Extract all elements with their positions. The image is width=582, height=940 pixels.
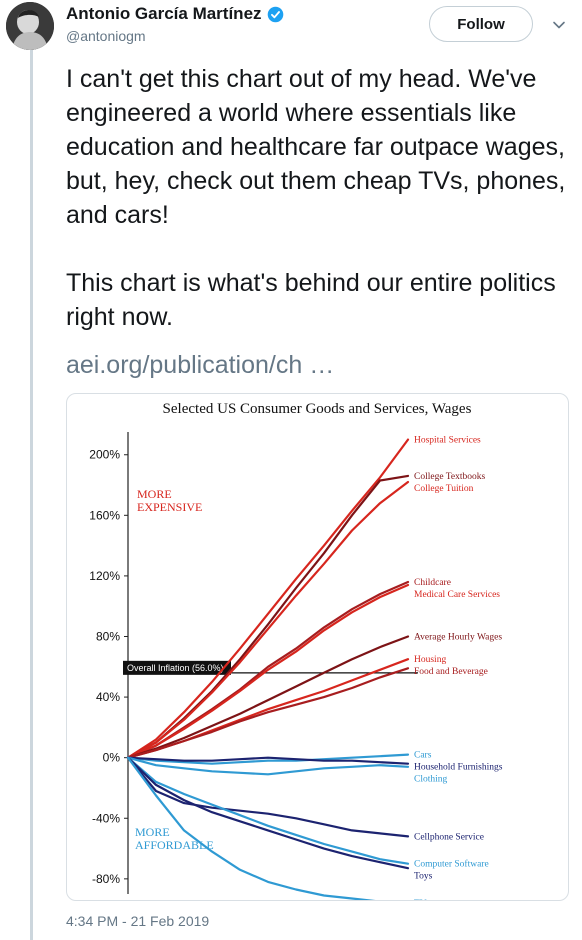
inflation-label: Overall Inflation (56.0%) (127, 663, 224, 673)
follow-button[interactable]: Follow (429, 6, 533, 42)
author-handle[interactable]: @antoniogm (66, 28, 146, 44)
series-line (126, 635, 410, 759)
y-tick-label: 120% (89, 569, 120, 583)
series-line (126, 756, 376, 900)
series-end-label: Toys (414, 872, 433, 882)
series-end-label: Average Hourly Wages (414, 632, 502, 642)
series-line (126, 756, 410, 838)
y-tick-label: 0% (103, 751, 121, 765)
series-end-label: Hospital Services (414, 436, 481, 446)
tweet-text: I can't get this chart out of my head. W… (66, 62, 566, 334)
chevron-down-icon[interactable] (552, 18, 566, 32)
more-expensive-label-line: EXPENSIVE (137, 500, 202, 514)
series-end-label: Medical Care Services (414, 590, 500, 600)
verified-badge-icon (267, 6, 283, 22)
avatar-portrait-icon (6, 2, 54, 50)
y-tick-label: -40% (92, 811, 120, 825)
more-expensive-label-line: MORE (137, 487, 172, 501)
article-link[interactable]: aei.org/publication/ch … (66, 351, 335, 379)
series-end-label: Food and Beverage (414, 667, 488, 677)
y-tick-label: 40% (96, 690, 120, 704)
series-end-label: Cellphone Service (414, 832, 484, 842)
series-end-label: Computer Software (414, 859, 489, 870)
series-end-label: College Tuition (414, 484, 474, 494)
y-tick-label: 80% (96, 629, 120, 643)
y-tick-label: 160% (89, 508, 120, 522)
series-line (126, 756, 410, 865)
series-line (126, 583, 410, 759)
more-affordable-label-line: AFFORDABLE (135, 838, 214, 852)
series-line (126, 438, 410, 759)
tweet-paragraph: I can't get this chart out of my head. W… (66, 65, 566, 229)
series-line (126, 480, 410, 759)
thread-connector-line (30, 48, 33, 940)
avatar[interactable] (6, 2, 54, 50)
series-line (126, 756, 410, 765)
tweet-timestamp[interactable]: 4:34 PM - 21 Feb 2019 (66, 913, 210, 929)
series-end-label: Housing (414, 655, 446, 665)
chart-title: Selected US Consumer Goods and Services,… (163, 401, 472, 417)
series-end-label: Cars (414, 751, 432, 761)
series-line (126, 753, 410, 765)
chart-image-card[interactable]: Selected US Consumer Goods and Services,… (66, 393, 569, 901)
tweet-paragraph: This chart is what's behind our entire p… (66, 269, 556, 331)
inflation-label-box (123, 660, 231, 675)
series-end-label: Clothing (414, 775, 448, 785)
series-end-label: College Textbooks (414, 472, 485, 482)
series-line (126, 667, 410, 759)
author-display-name[interactable]: Antonio García Martínez (66, 4, 262, 23)
y-tick-label: 200% (89, 448, 120, 462)
series-end-label: TVs (414, 899, 431, 900)
more-affordable-label-line: MORE (135, 825, 170, 839)
series-end-label: Childcare (414, 578, 451, 588)
chart: Selected US Consumer Goods and Services,… (89, 401, 503, 900)
series-line (126, 756, 410, 776)
y-tick-label: -80% (92, 872, 120, 886)
series-line (126, 756, 410, 870)
series-end-label: Household Furnishings (414, 763, 503, 773)
